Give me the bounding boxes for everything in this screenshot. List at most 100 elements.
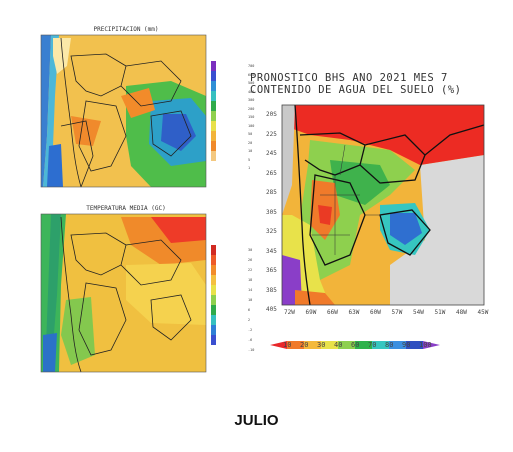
bhs-lat-tick: 225 <box>266 130 277 138</box>
bhs-colorbar-swatch <box>304 341 321 349</box>
bhs-legend-tick: 10 <box>283 341 292 349</box>
soil-water-map <box>270 104 485 349</box>
bhs-colorbar-swatch <box>389 341 406 349</box>
temp-borders <box>60 216 192 373</box>
bhs-colorbar-swatch <box>287 341 304 349</box>
temp-andes-green-dark <box>45 214 61 372</box>
precip-colorbar-tick: 500 <box>248 81 255 85</box>
bhs-province-lines <box>310 144 380 255</box>
temp-colorbar-tick: 30 <box>248 248 253 252</box>
temp-colorbar-tick: 2 <box>248 318 251 322</box>
temp-colorbar-tick: 18 <box>248 278 253 282</box>
bhs-lat-tick: 265 <box>266 169 277 177</box>
bhs-colorbar <box>270 341 440 349</box>
bhs-lat-tick: 305 <box>266 208 277 216</box>
temp-colorbar-tick: -10 <box>248 348 255 352</box>
soil-water-title-line1: PRONOSTICO BHS ANO 2021 MES 7 <box>250 72 448 84</box>
bhs-legend-tick: 40 <box>334 341 343 349</box>
precip-coast-cyan <box>43 35 59 187</box>
bhs-legend-tick: 20 <box>300 341 309 349</box>
bhs-lon-tick: 69W <box>305 309 317 316</box>
bhs-lat-tick: 325 <box>266 228 277 235</box>
soil-water-title: PRONOSTICO BHS ANO 2021 MES 7 CONTENIDO … <box>250 72 461 96</box>
precip-orange-patch-2 <box>71 116 101 146</box>
precip-wettest-east <box>161 114 196 151</box>
bhs-colorbar-swatch <box>406 341 423 349</box>
temp-colorbar-tick: 6 <box>248 308 251 312</box>
temp-colorbar-tick: 22 <box>248 268 253 272</box>
bhs-lat-tick: 345 <box>266 247 277 255</box>
precip-andes-dry <box>53 38 71 74</box>
bhs-lat-tick: 20S <box>266 111 277 118</box>
precip-colorbar-tick: 5 <box>248 157 251 162</box>
precip-south-blue <box>47 144 63 187</box>
bhs-lon-tick: 48W <box>456 309 467 316</box>
bhs-north-red <box>282 105 484 165</box>
bhs-colorbar-right-arrow <box>423 341 440 349</box>
temp-center-yellow <box>126 263 206 325</box>
bhs-lon-tick: 54W <box>413 309 424 316</box>
bhs-legend-tick: 80 <box>385 341 394 349</box>
bhs-lon-tick: 60W <box>370 309 381 316</box>
temp-colorbar-tick: 26 <box>248 258 253 262</box>
precip-colorbar-tick: 400 <box>248 89 255 94</box>
temp-colorbar-tick: -2 <box>248 328 253 332</box>
precip-borders <box>60 37 192 188</box>
temp-patagonia-light-green <box>61 297 95 365</box>
bhs-legend-tick: 60 <box>351 341 360 349</box>
bhs-lon-tick: 72W <box>284 309 295 316</box>
bhs-lat-tick: 365 <box>266 267 277 274</box>
bhs-legend-tick: 70 <box>368 341 377 349</box>
bhs-blue-east <box>390 213 422 245</box>
bhs-lat-tick: 285 <box>266 189 277 196</box>
temperature-map-panel: TEMPERATURA MEDIA (GC) 3 <box>31 205 254 380</box>
bhs-colorbar-swatch <box>321 341 338 349</box>
precip-colorbar-tick: 100 <box>248 123 255 128</box>
bhs-colorbar-swatch <box>372 341 389 349</box>
soil-water-map-panel: PRONOSTICO BHS ANO 2021 MES 7 CONTENIDO … <box>240 65 495 365</box>
temp-colorbar-tick: 10 <box>248 298 253 302</box>
precip-pacific-band <box>41 35 51 187</box>
bhs-lon-tick: 45W <box>477 309 489 316</box>
precip-colorbar-tick: 50 <box>248 132 253 136</box>
precip-colorbar-tick: 600 <box>248 72 255 77</box>
bhs-lat-tick: 245 <box>266 150 277 157</box>
temp-colorbar-tick: -6 <box>248 338 253 342</box>
bhs-south-orange <box>295 290 335 305</box>
bhs-lon-tick: 51W <box>434 309 446 316</box>
bhs-lat-tick: 385 <box>266 286 277 294</box>
temp-south-blue <box>43 333 57 372</box>
precipitation-title: PRECIPITACION (mm) <box>93 26 159 33</box>
month-label: JULIO <box>234 412 279 429</box>
temp-colorbar-tick: 14 <box>248 288 253 292</box>
precipitation-map <box>40 34 216 188</box>
bhs-green-center <box>300 140 415 280</box>
temp-colorbar <box>211 245 216 345</box>
bhs-pacific-gray <box>282 105 295 215</box>
bhs-colorbar-swatch <box>355 341 372 349</box>
bhs-legend-tick: 30 <box>317 341 326 349</box>
precip-colorbar-tick: 20 <box>248 140 253 145</box>
bhs-lon-tick: 57W <box>391 309 403 316</box>
bhs-atlantic <box>390 155 484 305</box>
bhs-lat-tick: 405 <box>266 306 277 313</box>
bhs-colorbar-left-arrow <box>270 341 287 349</box>
temperature-map <box>40 213 216 373</box>
precip-colorbar-tick: 200 <box>248 106 255 111</box>
bhs-legend-tick: 90 <box>402 341 411 349</box>
bhs-legend-tick: 100 <box>419 341 432 349</box>
bhs-lon-tick: 66W <box>327 309 338 316</box>
soil-water-title-line2: CONTENIDO DE AGUA DEL SUELO (%) <box>250 84 462 96</box>
temp-north-red <box>151 217 206 243</box>
precip-colorbar-tick: 700 <box>248 64 255 68</box>
bhs-colorbar-swatch <box>338 341 355 349</box>
precip-colorbar-tick: 150 <box>248 115 255 119</box>
precipitation-map-panel: PRECIPITACION (mm) <box>31 26 254 196</box>
bhs-lon-tick: 63W <box>348 309 360 316</box>
precip-colorbar <box>211 61 216 161</box>
precip-colorbar-tick: 300 <box>248 98 255 102</box>
bhs-frame <box>281 104 485 306</box>
temperature-title: TEMPERATURA MEDIA (GC) <box>86 205 166 212</box>
precip-colorbar-tick: 1 <box>248 166 251 170</box>
bhs-red-interior <box>318 205 332 225</box>
